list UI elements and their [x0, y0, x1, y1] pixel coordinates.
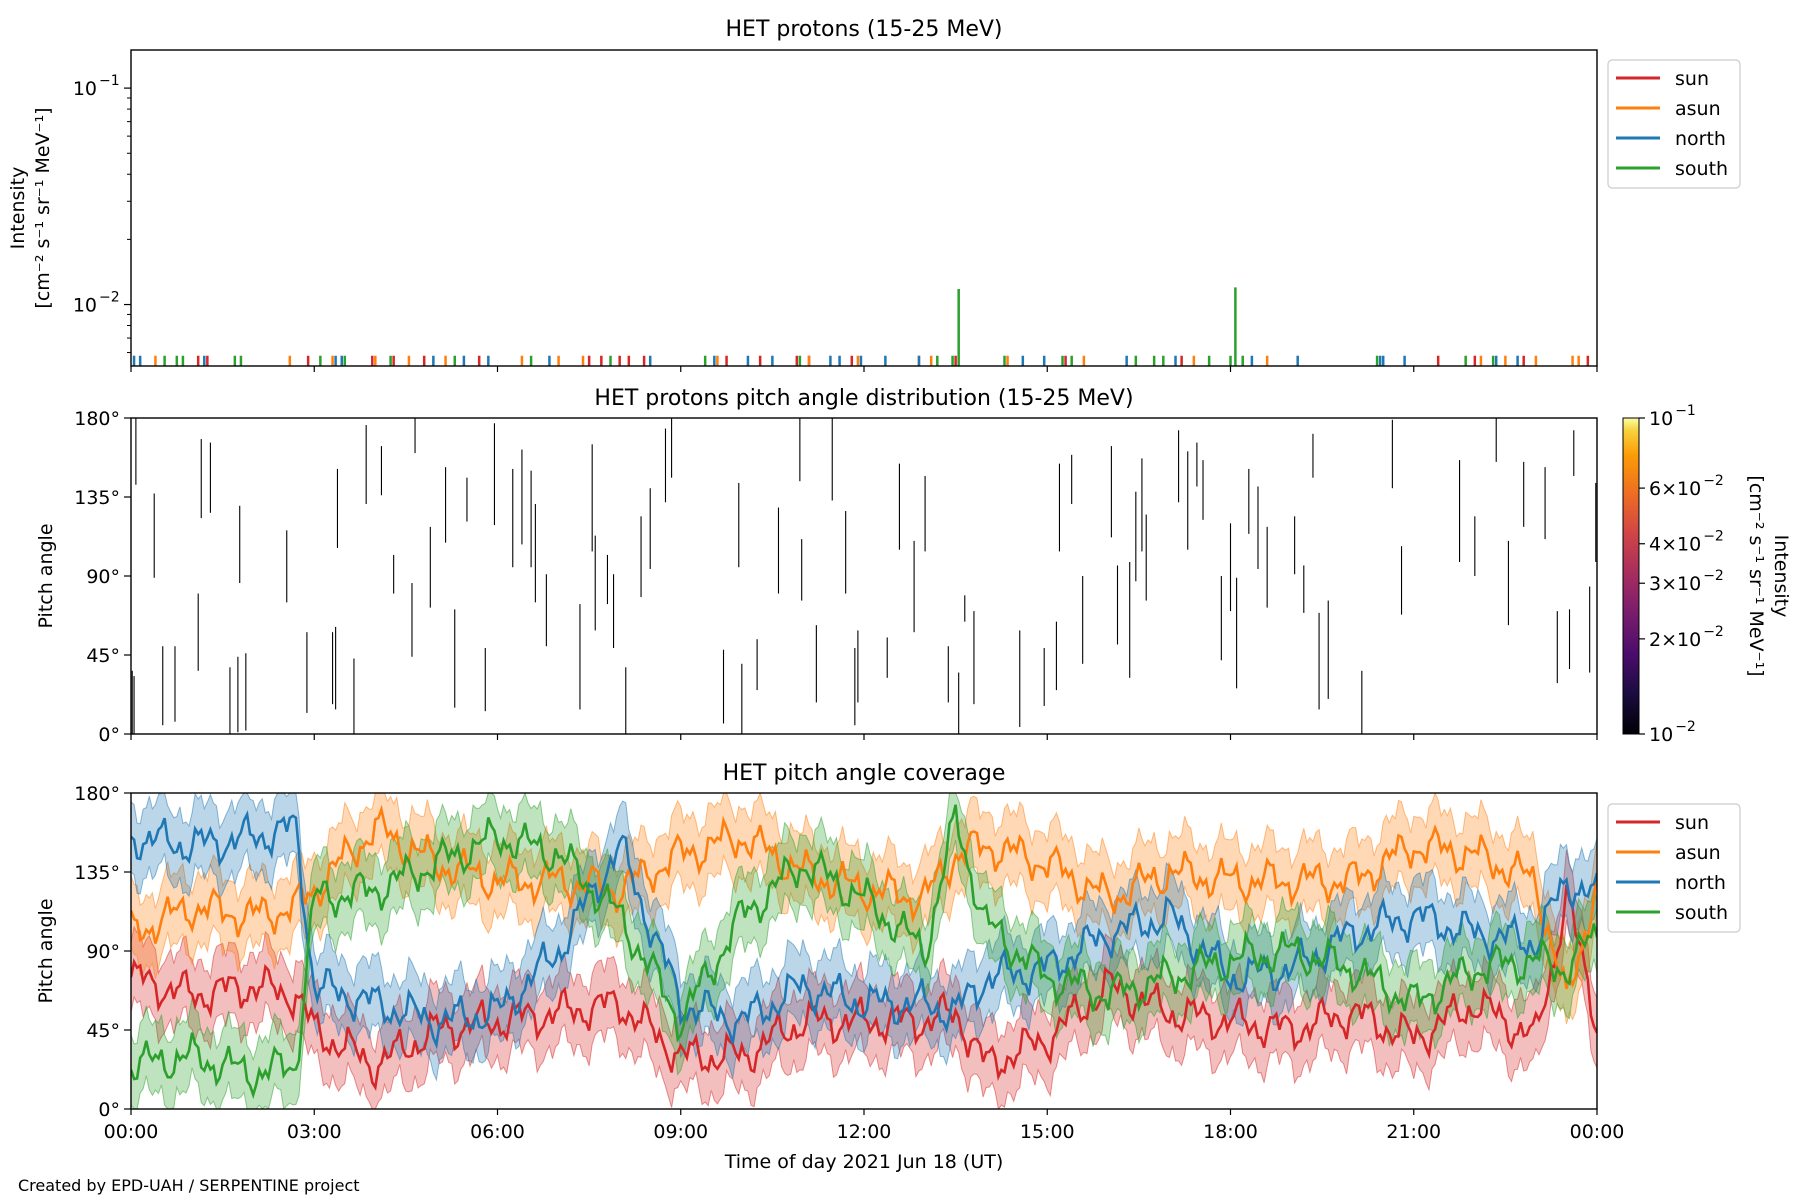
colorbar-gradient: [1622, 417, 1640, 735]
y-tick-exponent: −2: [99, 290, 120, 306]
intensity-ylabel-line1: Intensity: [7, 167, 29, 250]
intensity-spikes: [132, 287, 1590, 366]
intensity-legend-label-sun: sun: [1675, 68, 1709, 90]
y-tick-label: 135°: [74, 487, 120, 509]
y-tick-label: 0°: [98, 724, 120, 746]
x-tick-label: 21:00: [1386, 1121, 1441, 1143]
y-tick-label: 180°: [74, 408, 120, 430]
coverage-plot-frame: [130, 792, 1598, 1110]
x-tick-label: 18:00: [1203, 1121, 1258, 1143]
x-tick-label: 00:00: [1570, 1121, 1625, 1143]
colorbar-label-line1: Intensity: [1770, 535, 1792, 618]
coverage-panel: HET pitch angle coverage 0° 45° 90° 135° 180…: [35, 761, 1741, 1143]
colorbar-tick-label: 4×10: [1649, 534, 1701, 556]
x-tick-label: 06:00: [470, 1121, 525, 1143]
colorbar-tick-exponent: −2: [1703, 624, 1724, 640]
pitch-distribution-marks: [131, 418, 1597, 734]
y-tick-label: 180°: [74, 783, 120, 805]
pitch-distribution-panel: HET protons pitch angle distribution (15…: [35, 386, 1792, 746]
coverage-line-south: [131, 804, 1597, 1100]
y-tick-label: 45°: [86, 1020, 120, 1042]
coverage-legend-label-sun: sun: [1675, 812, 1709, 834]
coverage-legend-label-asun: asun: [1675, 842, 1721, 864]
intensity-legend: sun asun north south: [1607, 59, 1741, 189]
colorbar-label-line2: [cm⁻² s⁻¹ sr⁻¹ MeV⁻¹]: [1745, 475, 1767, 676]
y-tick-label: 135°: [74, 862, 120, 884]
intensity-legend-label-north: north: [1675, 128, 1726, 150]
intensity-legend-box: [1607, 59, 1741, 189]
x-axis-label: Time of day 2021 Jun 18 (UT): [724, 1151, 1004, 1173]
colorbar-tick-exponent: −2: [1675, 719, 1696, 735]
intensity-y-ticks: 10−110−2: [73, 73, 131, 354]
coverage-legend-box: [1607, 803, 1741, 933]
coverage-panel-title: HET pitch angle coverage: [723, 761, 1006, 786]
colorbar-tick-label: 6×10: [1649, 478, 1701, 500]
y-tick-label: 10: [73, 295, 97, 317]
coverage-series: [131, 793, 1597, 1109]
coverage-y-ticks: 0° 45° 90° 135° 180°: [74, 783, 131, 1121]
y-tick-label: 0°: [98, 1099, 120, 1121]
pitch-distribution-title: HET protons pitch angle distribution (15…: [594, 386, 1133, 411]
pitch-distribution-x-ticks: [130, 734, 1598, 740]
y-tick-exponent: −1: [99, 73, 120, 89]
coverage-band-north: [131, 793, 1597, 1082]
intensity-panel-title: HET protons (15-25 MeV): [726, 17, 1003, 42]
coverage-legend-label-south: south: [1675, 902, 1728, 924]
intensity-plot-frame: [130, 49, 1598, 367]
colorbar-tick-label: 10: [1649, 408, 1673, 430]
colorbar: 10 −16×10 −24×10 −23×10 −22×10 −210 −2 Intensi…: [1622, 403, 1792, 746]
intensity-x-ticks: [130, 366, 1598, 372]
colorbar-tick-label: 3×10: [1649, 573, 1701, 595]
colorbar-tick-label: 10: [1649, 724, 1673, 746]
coverage-x-ticks: 00:00 03:00 06:00 09:00 12:00 15:00 18:00 21:00…: [104, 1109, 1625, 1143]
pitch-distribution-plot-frame: [130, 417, 1598, 735]
coverage-line-north: [131, 810, 1597, 1050]
colorbar-tick-exponent: −2: [1703, 473, 1724, 489]
intensity-legend-label-asun: asun: [1675, 98, 1721, 120]
pitch-distribution-ylabel: Pitch angle: [35, 523, 57, 628]
colorbar-tick-label: 2×10: [1649, 629, 1701, 651]
coverage-band-sun: [131, 849, 1597, 1109]
coverage-line-asun: [131, 804, 1597, 990]
y-tick-label: 90°: [86, 566, 120, 588]
y-tick-label: 10: [73, 78, 97, 100]
colorbar-tick-exponent: −1: [1675, 403, 1696, 419]
colorbar-tick-exponent: −2: [1703, 529, 1724, 545]
pitch-distribution-y-ticks: 0° 45° 90° 135° 180°: [74, 408, 131, 746]
x-tick-label: 09:00: [653, 1121, 708, 1143]
credit-text: Created by EPD-UAH / SERPENTINE project: [18, 1176, 360, 1195]
coverage-ylabel: Pitch angle: [35, 898, 57, 1003]
coverage-legend-label-north: north: [1675, 872, 1726, 894]
x-tick-label: 00:00: [104, 1121, 159, 1143]
y-tick-label: 90°: [86, 941, 120, 963]
intensity-legend-label-south: south: [1675, 158, 1728, 180]
x-tick-label: 12:00: [837, 1121, 892, 1143]
intensity-ylabel-line2: [cm⁻² s⁻¹ sr⁻¹ MeV⁻¹]: [32, 107, 54, 308]
x-tick-label: 15:00: [1020, 1121, 1075, 1143]
y-tick-label: 45°: [86, 645, 120, 667]
coverage-band-south: [131, 793, 1597, 1109]
x-tick-label: 03:00: [287, 1121, 342, 1143]
coverage-legend: sun asun north south: [1607, 803, 1741, 933]
intensity-panel: HET protons (15-25 MeV) 10−110−2 Intensi…: [7, 17, 1741, 372]
colorbar-tick-exponent: −2: [1703, 568, 1724, 584]
colorbar-ticks: 10 −16×10 −24×10 −23×10 −22×10 −210 −2: [1639, 403, 1724, 746]
coverage-band-asun: [131, 793, 1597, 1025]
